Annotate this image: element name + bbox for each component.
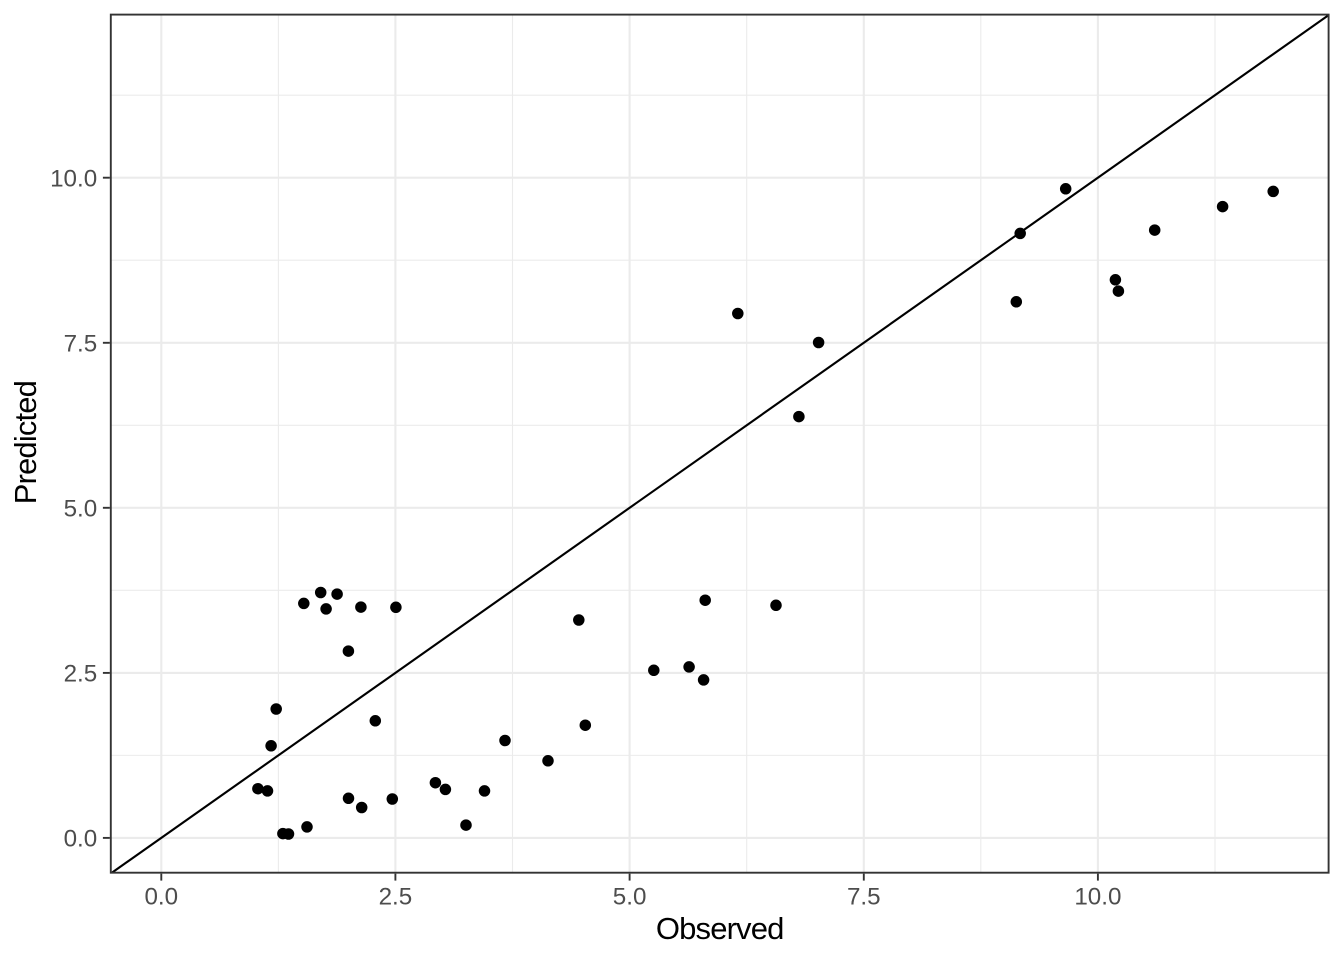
svg-text:0.0: 0.0 bbox=[64, 826, 98, 853]
svg-text:10.0: 10.0 bbox=[1074, 883, 1121, 910]
svg-text:7.5: 7.5 bbox=[847, 883, 881, 910]
svg-text:7.5: 7.5 bbox=[64, 331, 98, 358]
svg-text:2.5: 2.5 bbox=[379, 883, 413, 910]
svg-text:Predicted: Predicted bbox=[8, 381, 43, 504]
svg-text:0.0: 0.0 bbox=[144, 883, 178, 910]
svg-text:Observed: Observed bbox=[656, 911, 784, 946]
svg-text:2.5: 2.5 bbox=[64, 661, 98, 688]
svg-text:10.0: 10.0 bbox=[50, 166, 97, 193]
svg-text:5.0: 5.0 bbox=[613, 883, 647, 910]
svg-text:5.0: 5.0 bbox=[64, 496, 98, 523]
